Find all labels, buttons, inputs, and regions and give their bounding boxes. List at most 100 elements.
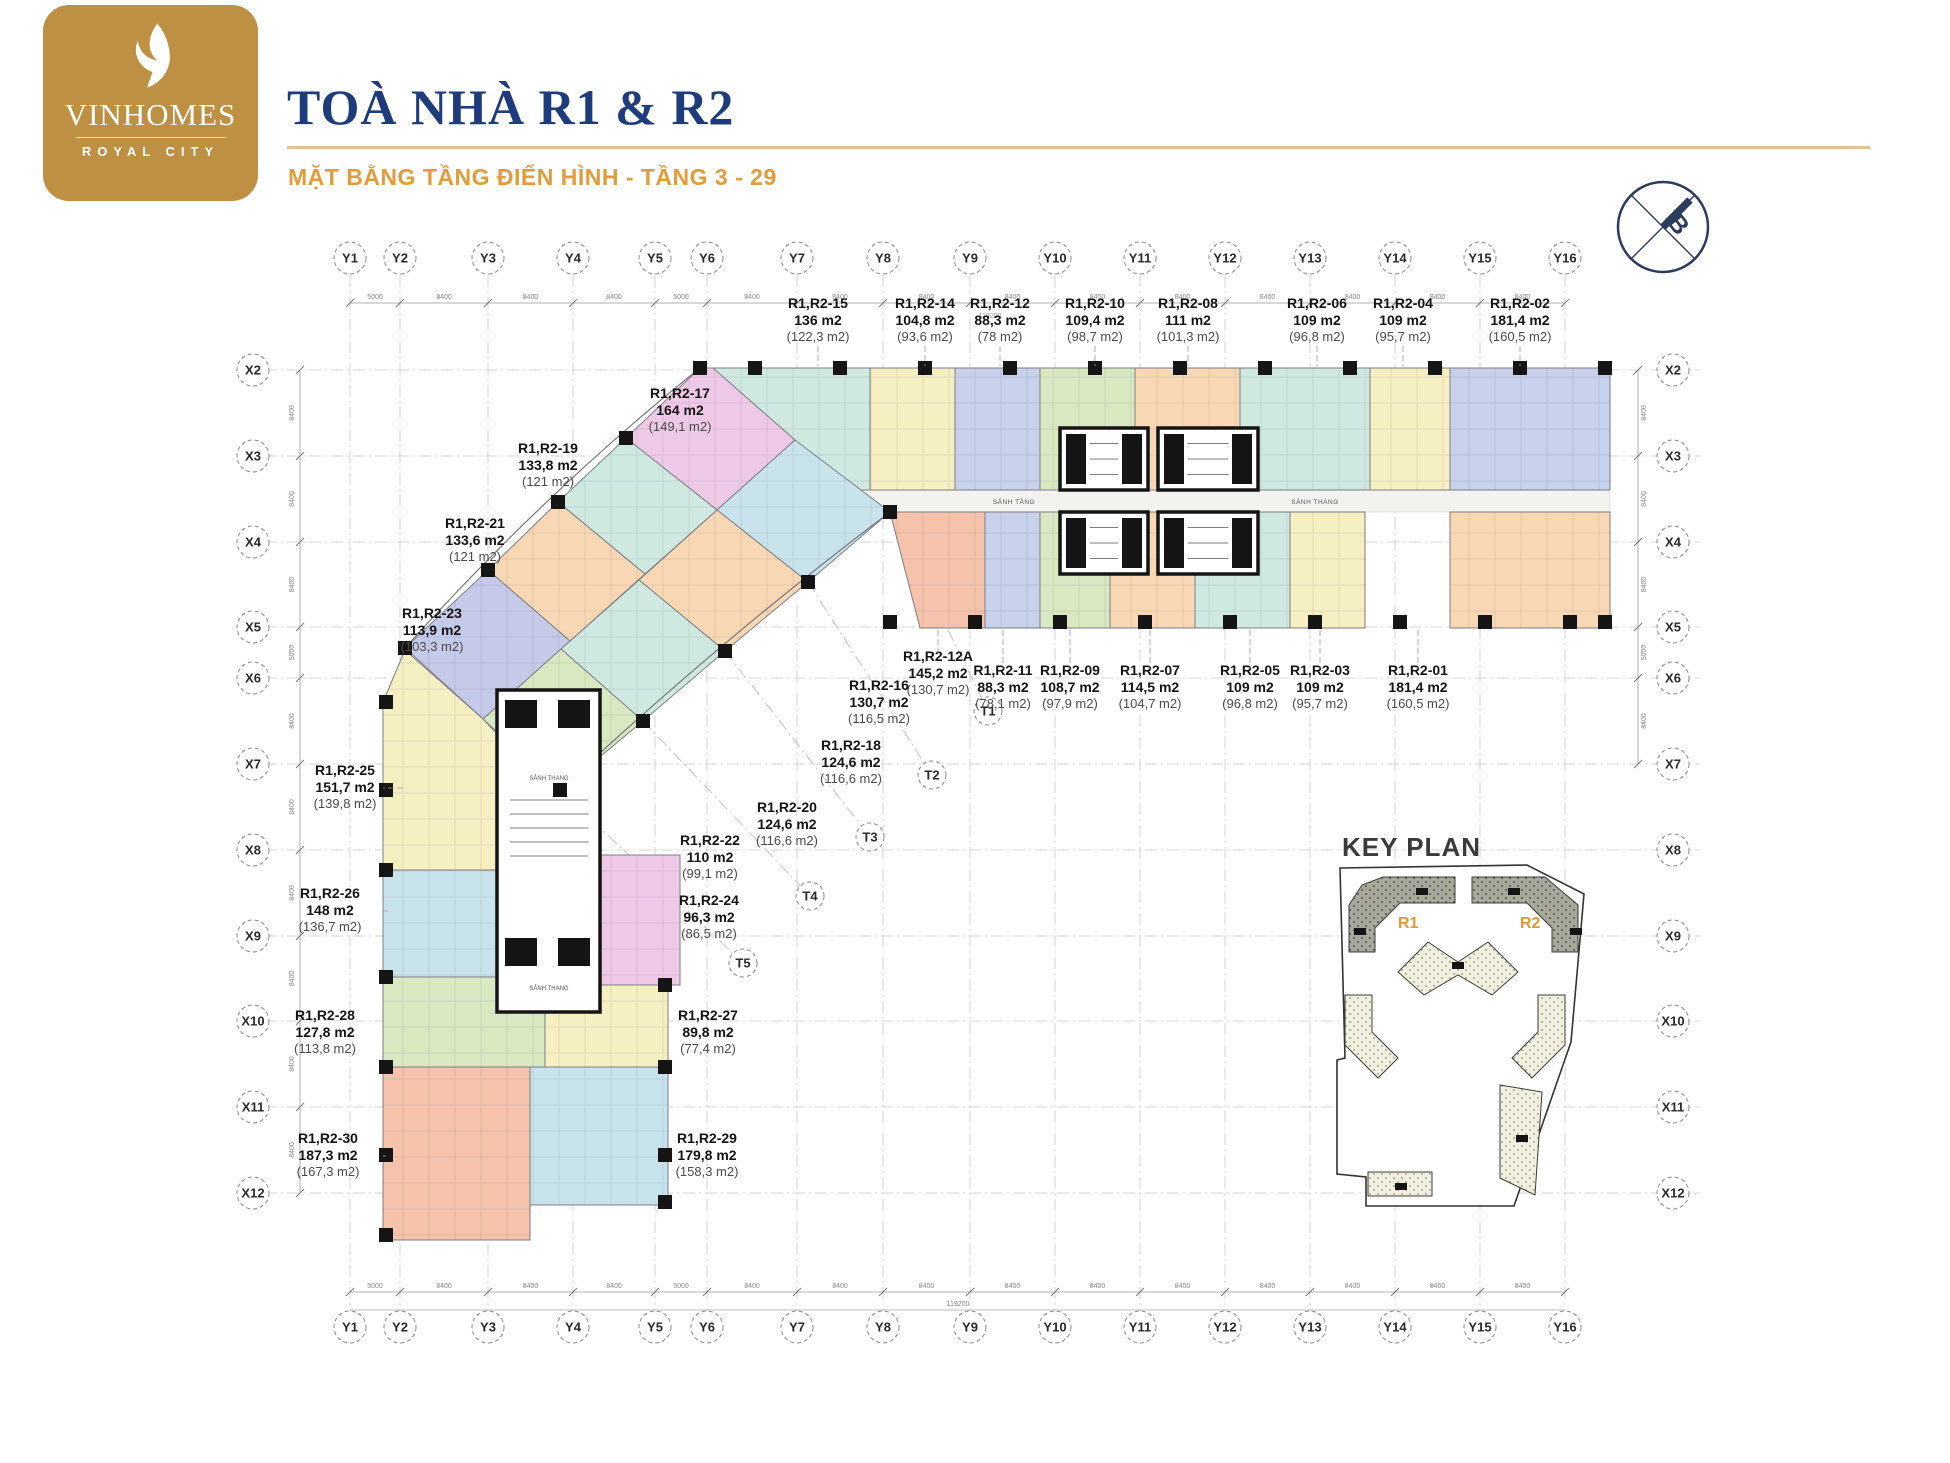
svg-text:(167,3 m2): (167,3 m2) <box>297 1164 360 1179</box>
svg-text:(121 m2): (121 m2) <box>449 549 501 564</box>
svg-text:114,5 m2: 114,5 m2 <box>1121 679 1180 695</box>
svg-text:5000: 5000 <box>1641 645 1648 661</box>
svg-text:X4: X4 <box>1665 535 1682 550</box>
svg-text:(95,7 m2): (95,7 m2) <box>1292 696 1348 711</box>
unit-R1-R2-14[interactable] <box>869 367 956 491</box>
svg-text:X3: X3 <box>1665 449 1681 464</box>
svg-text:8400: 8400 <box>1175 294 1191 301</box>
svg-text:5000: 5000 <box>673 294 689 301</box>
svg-text:8400: 8400 <box>1641 577 1648 593</box>
svg-text:8400: 8400 <box>1515 1283 1531 1290</box>
svg-text:Y4: Y4 <box>565 251 582 266</box>
svg-text:Y6: Y6 <box>699 1320 715 1335</box>
svg-text:(160,5 m2): (160,5 m2) <box>1489 329 1552 344</box>
svg-text:(121 m2): (121 m2) <box>522 474 574 489</box>
svg-text:119200: 119200 <box>947 1301 970 1308</box>
svg-text:8400: 8400 <box>606 1283 622 1290</box>
svg-text:8400: 8400 <box>919 1283 935 1290</box>
unit-R1-R2-30[interactable] <box>382 1066 531 1241</box>
svg-text:5000: 5000 <box>673 1283 689 1290</box>
svg-text:R1,R2-23: R1,R2-23 <box>402 605 462 621</box>
svg-text:(160,5 m2): (160,5 m2) <box>1387 696 1450 711</box>
svg-text:R1,R2-22: R1,R2-22 <box>680 832 740 848</box>
svg-text:SẢNH TẦNG: SẢNH TẦNG <box>993 496 1035 506</box>
unit-R1-R2-29[interactable] <box>529 1066 669 1206</box>
unit-R1-R2-12A[interactable] <box>889 511 986 629</box>
svg-text:X7: X7 <box>245 757 261 772</box>
svg-text:Y15: Y15 <box>1468 1320 1491 1335</box>
svg-text:8400: 8400 <box>1515 294 1531 301</box>
key-plan: KEY PLAN R1 R2 <box>1336 832 1585 1207</box>
svg-text:8400: 8400 <box>1641 491 1648 507</box>
svg-text:8400: 8400 <box>1430 1283 1446 1290</box>
svg-text:8400: 8400 <box>289 713 296 729</box>
svg-text:R1,R2-12A: R1,R2-12A <box>903 648 973 664</box>
svg-text:X2: X2 <box>1665 363 1681 378</box>
structural-columns <box>379 361 1612 1242</box>
svg-text:8400: 8400 <box>289 799 296 815</box>
svg-text:R1,R2-11: R1,R2-11 <box>973 662 1032 678</box>
unit-R1-R2-04[interactable] <box>1369 367 1451 491</box>
key-plan-title: KEY PLAN <box>1342 832 1481 862</box>
svg-text:X6: X6 <box>245 671 261 686</box>
svg-text:R1,R2-03: R1,R2-03 <box>1290 662 1350 678</box>
svg-text:R1,R2-24: R1,R2-24 <box>679 892 739 908</box>
svg-text:X9: X9 <box>245 929 261 944</box>
svg-text:5000: 5000 <box>367 294 383 301</box>
svg-text:Y9: Y9 <box>962 1320 978 1335</box>
svg-text:(78 m2): (78 m2) <box>978 329 1023 344</box>
svg-text:111 m2: 111 m2 <box>1165 312 1211 328</box>
brand-name: VINHOMES <box>64 97 237 132</box>
svg-text:(77,4 m2): (77,4 m2) <box>680 1041 736 1056</box>
svg-text:X7: X7 <box>1665 757 1681 772</box>
unit-R1-R2-26[interactable] <box>382 869 501 978</box>
svg-text:Y16: Y16 <box>1553 1320 1576 1335</box>
svg-text:R1,R2-04: R1,R2-04 <box>1373 295 1433 311</box>
unit-R1-R2-11[interactable] <box>984 511 1041 629</box>
svg-text:R1,R2-14: R1,R2-14 <box>895 295 955 311</box>
svg-text:R1,R2-09: R1,R2-09 <box>1040 662 1100 678</box>
svg-text:(93,6 m2): (93,6 m2) <box>897 329 953 344</box>
svg-text:R1,R2-19: R1,R2-19 <box>518 440 578 456</box>
svg-text:X10: X10 <box>1661 1014 1684 1029</box>
svg-text:T4: T4 <box>802 889 818 904</box>
svg-text:8400: 8400 <box>289 405 296 421</box>
svg-text:8400: 8400 <box>1005 294 1021 301</box>
unit-R1-R2-12[interactable] <box>954 367 1041 491</box>
unit-R1-R2-03[interactable] <box>1289 511 1366 629</box>
svg-text:SẢNH THANG: SẢNH THANG <box>529 985 569 992</box>
svg-text:Y3: Y3 <box>480 1320 496 1335</box>
svg-text:(98,7 m2): (98,7 m2) <box>1067 329 1123 344</box>
grid-bubbles: Y1 Y1 Y2 Y2 Y3 Y3 Y4 Y4 Y5 Y5 Y6 Y6 Y7 Y7 Y8 Y8 Y9 Y9 Y10 Y… <box>236 241 1690 1344</box>
svg-text:(103,3 m2): (103,3 m2) <box>401 639 464 654</box>
svg-text:5000: 5000 <box>367 1283 383 1290</box>
svg-text:119200: 119200 <box>979 313 1002 320</box>
svg-text:X6: X6 <box>1665 671 1681 686</box>
svg-text:Y5: Y5 <box>647 251 663 266</box>
unit-R1-R2-24[interactable] <box>599 854 681 986</box>
svg-text:X11: X11 <box>1662 1100 1684 1115</box>
svg-text:Y13: Y13 <box>1298 1320 1321 1335</box>
svg-text:(116,6 m2): (116,6 m2) <box>756 833 818 848</box>
brand-bird-icon <box>135 23 170 88</box>
svg-text:R1,R2-25: R1,R2-25 <box>315 762 375 778</box>
vinhomes-logo: VINHOMES ROYAL CITY <box>43 5 258 201</box>
unit-R1-R2-02[interactable] <box>1449 367 1611 491</box>
elevator-cores: SẢNH TẦNG SẢNH THANG SẢNH THANG SẢNH THANG <box>495 426 1338 1014</box>
svg-text:8400: 8400 <box>744 294 760 301</box>
svg-text:(130,7 m2): (130,7 m2) <box>907 682 970 697</box>
svg-text:8400: 8400 <box>1430 294 1446 301</box>
svg-text:Y11: Y11 <box>1129 1320 1151 1335</box>
svg-text:(122,3 m2): (122,3 m2) <box>787 329 850 344</box>
key-plan-building-left <box>1344 994 1399 1079</box>
svg-text:8400: 8400 <box>919 294 935 301</box>
svg-text:(96,8 m2): (96,8 m2) <box>1289 329 1345 344</box>
svg-text:R1,R2-20: R1,R2-20 <box>757 799 817 815</box>
svg-text:(96,8 m2): (96,8 m2) <box>1222 696 1278 711</box>
unit-R1-R2-01[interactable] <box>1449 511 1611 629</box>
svg-text:Y8: Y8 <box>875 251 891 266</box>
svg-text:R1,R2-16: R1,R2-16 <box>849 677 909 693</box>
svg-text:(101,3 m2): (101,3 m2) <box>1157 329 1220 344</box>
svg-text:8400: 8400 <box>1005 1283 1021 1290</box>
